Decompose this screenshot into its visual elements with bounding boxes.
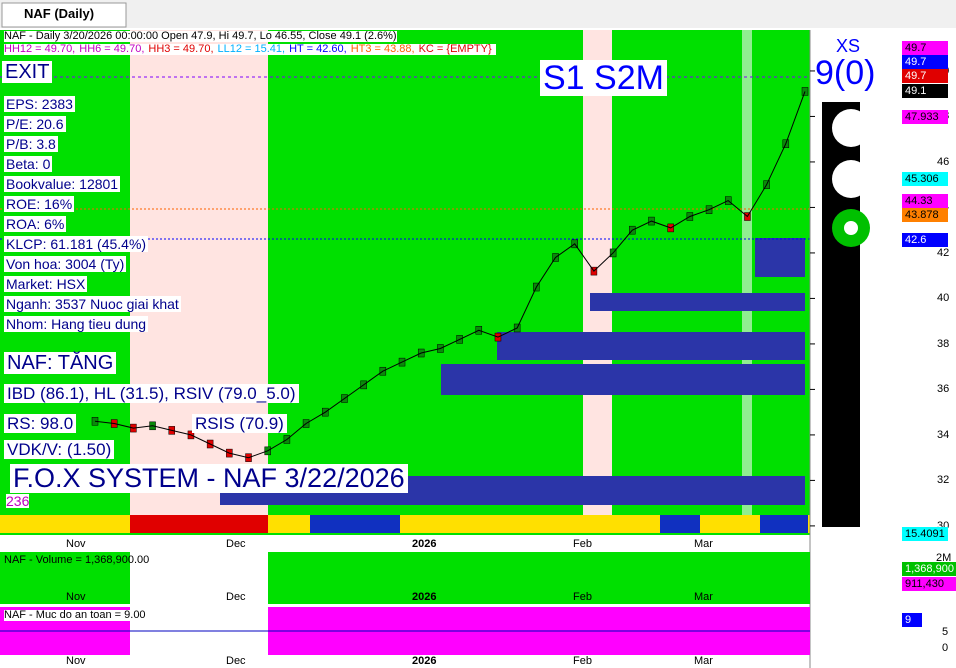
status-line: IBD (86.1), HL (31.5), RSIV (79.0_5.0) (4, 384, 299, 403)
price-panel (0, 30, 810, 535)
y-tick-label: 40 (937, 292, 950, 305)
close-line (94, 91, 806, 459)
volume-tag: 1,368,900 (902, 562, 956, 576)
price-tag: 49.1 (902, 84, 948, 98)
header-indicators: HH12 = 49.70, HH6 = 49.70, HH3 = 49.70, LL1… (4, 44, 496, 55)
info-line: Market: HSX (4, 276, 88, 292)
info-line: P/B: 3.8 (4, 136, 58, 152)
status-line: NAF: TĂNG (4, 352, 117, 374)
y-tick-label: 46 (937, 155, 950, 168)
info-line: EPS: 2383 (4, 96, 75, 112)
x-tick-label: Nov (66, 538, 86, 550)
info-line: KLCP: 61.181 (45.4%) (4, 236, 149, 252)
info-line: Bookvalue: 12801 (4, 176, 121, 192)
xs-value: 9(0) (815, 54, 876, 92)
pink-band (130, 30, 268, 515)
light-off (832, 109, 870, 147)
price-tag: 44.33 (902, 194, 948, 208)
x-tick-label: Feb (573, 538, 592, 550)
safety-tick: 5 (942, 626, 949, 638)
zone (441, 364, 805, 395)
tab-bar (0, 0, 956, 28)
light-core (844, 221, 858, 235)
status-line: VDK/V: (1.50) (4, 440, 115, 459)
volume-band (130, 552, 268, 604)
x-tick-label: Mar (694, 538, 713, 550)
indicator: HH6 = 49.70, (79, 43, 145, 55)
info-line: Nhom: Hang tieu dung (4, 316, 149, 332)
date-strip-blue (760, 515, 808, 533)
light-off (832, 160, 870, 198)
tab[interactable] (1, 2, 127, 28)
banner: F.O.X SYSTEM - NAF 3/22/2026 (10, 464, 408, 493)
y-tick-label: 34 (937, 428, 950, 441)
zone (755, 238, 805, 277)
x-tick-label: Mar (694, 591, 713, 603)
x-tick-label: 2026 (412, 538, 437, 550)
x-tick-label: Feb (573, 591, 592, 603)
safety-tag: 9 (902, 613, 922, 627)
y-tick-label: 38 (937, 337, 950, 350)
zone (497, 332, 805, 360)
price-tag: 49.7 (902, 41, 948, 55)
info-line: Nganh: 3537 Nuoc giai khat (4, 296, 181, 312)
price-tag: 45.306 (902, 172, 948, 186)
pink-band (583, 30, 612, 515)
info-line: Beta: 0 (4, 156, 53, 172)
price-tag: 43.878 (902, 208, 948, 222)
indicator: HT = 42.60, (289, 43, 347, 55)
x-tick-label: 2026 (412, 591, 437, 603)
indicator: HH12 = 49.70, (4, 43, 76, 55)
x-tick-label: Mar (694, 655, 713, 667)
y-tick-label: 42 (937, 246, 950, 259)
price-tag: 47.933 (902, 110, 948, 124)
indicator: HH3 = 49.70, (148, 43, 214, 55)
volume-tag: 911,430 (902, 577, 956, 591)
info-line: ROA: 6% (4, 216, 67, 232)
status-line: RSIS (70.9) (192, 414, 287, 433)
x-tick-label: 2026 (412, 655, 437, 667)
x-tick-label: Dec (226, 655, 246, 667)
volume-axis: 2M (936, 552, 952, 564)
volume-label: NAF - Volume = 1,368,900.00 (4, 554, 150, 566)
signal: S1 S2M (540, 60, 667, 96)
price-tag: 15.4091 (902, 527, 948, 541)
info-line: Von hoa: 3004 (Ty) (4, 256, 127, 272)
indicator: HT3 = 43.88, (350, 43, 415, 55)
date-strip-blue (310, 515, 400, 533)
x-tick-label: Nov (66, 591, 86, 603)
tab-title[interactable]: NAF (Daily) (24, 6, 95, 21)
info-line: ROE: 16% (4, 196, 75, 212)
status-line: RS: 98.0 (4, 414, 77, 433)
price-tag: 49.7 (902, 69, 948, 83)
safety-label: NAF - Muc do an toan = 9.00 (4, 609, 146, 621)
y-tick-label: 36 (937, 383, 950, 396)
info-line: P/E: 20.6 (4, 116, 66, 132)
zone (590, 293, 805, 311)
price-tag: 49.7 (902, 55, 948, 69)
safety-tick: 0 (942, 642, 949, 654)
exit-label: EXIT (2, 61, 53, 83)
light-band (742, 30, 752, 515)
indicator: KC = {EMPTY} (418, 43, 492, 55)
x-tick-label: Nov (66, 655, 86, 667)
price-tag: 42.6 (902, 233, 948, 247)
date-strip-red (130, 515, 268, 533)
x-tick-label: Feb (573, 655, 592, 667)
x-tick-label: Dec (226, 591, 246, 603)
y-tick-label: 32 (937, 474, 950, 487)
xs-label: XS (836, 36, 861, 56)
count: 236 (6, 493, 30, 509)
header-line: NAF - Daily 3/20/2026 00:00:00 Open 47.9… (4, 30, 397, 42)
indicator: LL12 = 15.41, (217, 43, 286, 55)
x-tick-label: Dec (226, 538, 246, 550)
date-strip-blue (660, 515, 700, 533)
